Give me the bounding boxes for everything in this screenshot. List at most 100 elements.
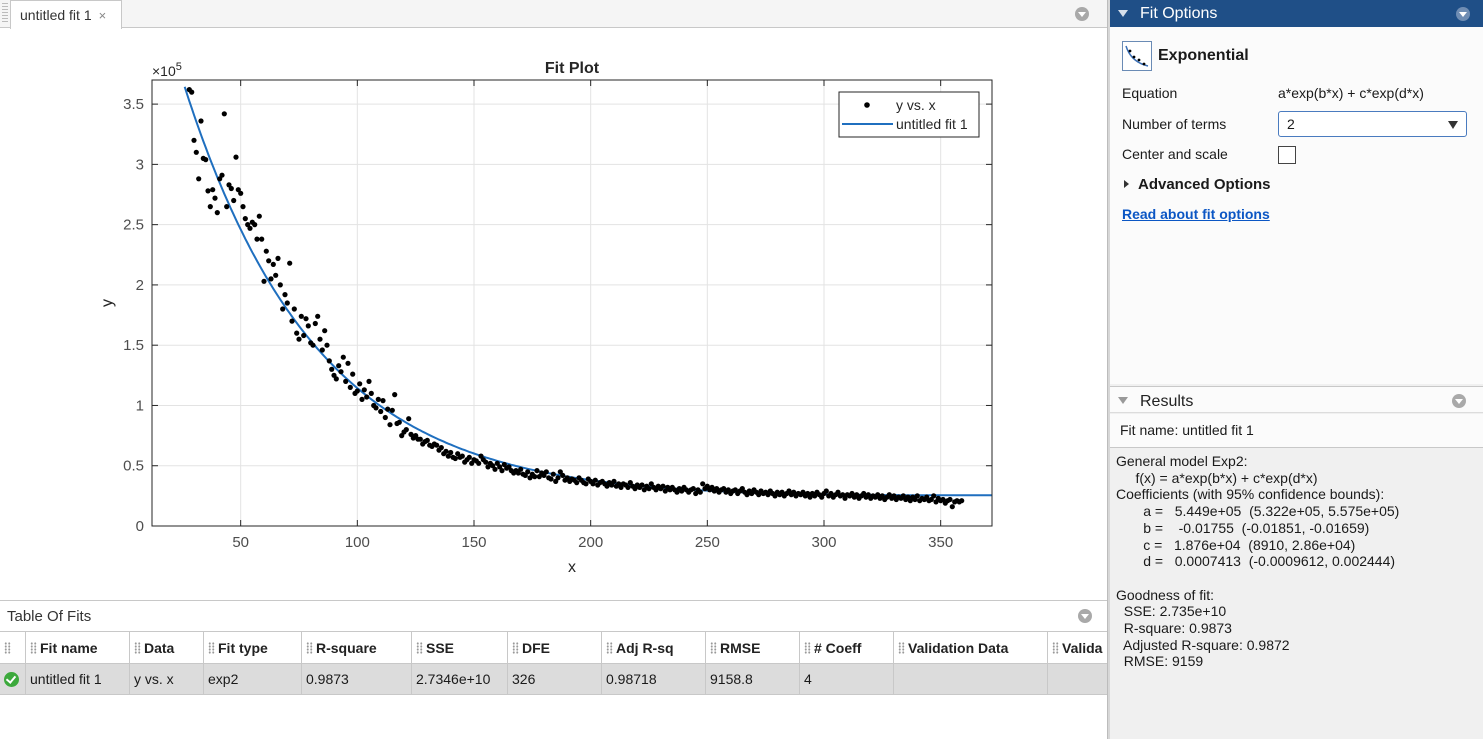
fit-curve xyxy=(183,86,993,497)
data-point xyxy=(329,366,335,372)
data-point xyxy=(296,336,302,342)
column-grip-icon[interactable] xyxy=(606,641,613,654)
y-exponent-base: ×10 xyxy=(152,63,176,79)
column-grip-icon[interactable] xyxy=(898,641,905,654)
results-header[interactable]: Results xyxy=(1110,386,1483,413)
data-point xyxy=(583,481,589,487)
fit-options-header[interactable]: Fit Options xyxy=(1110,0,1483,27)
cell-status[interactable] xyxy=(0,664,26,694)
data-point xyxy=(434,442,440,448)
column-grip-icon[interactable] xyxy=(134,641,141,654)
number-of-terms-select[interactable]: 2 xyxy=(1278,111,1467,137)
data-point xyxy=(289,318,295,324)
fit-options-menu-icon[interactable] xyxy=(1456,7,1470,21)
panel-splitter[interactable] xyxy=(1107,0,1110,739)
data-point xyxy=(387,422,393,428)
cell-r-square[interactable]: 0.9873 xyxy=(302,664,412,694)
legend-entry-data: y vs. x xyxy=(896,97,936,113)
column-header-sse[interactable]: SSE xyxy=(412,632,508,663)
collapse-triangle-icon[interactable] xyxy=(1118,397,1128,404)
data-point xyxy=(476,460,482,466)
table-menu-icon[interactable] xyxy=(1078,609,1092,623)
column-header-n-coeff[interactable]: # Coeff xyxy=(800,632,894,663)
cell-validation-extra[interactable] xyxy=(1048,664,1107,694)
column-header-dfe[interactable]: DFE xyxy=(508,632,602,663)
data-point xyxy=(700,481,706,487)
column-header-fit-name[interactable]: Fit name xyxy=(26,632,130,663)
cell-n-coeff[interactable]: 4 xyxy=(800,664,894,694)
column-grip-icon[interactable] xyxy=(416,641,423,654)
document-area: untitled fit 1 × 50 100 150 200 250 300 350 0 0.… xyxy=(0,0,1107,600)
exponential-fit-icon[interactable] xyxy=(1122,41,1152,71)
data-point xyxy=(212,195,218,201)
column-grip-icon[interactable] xyxy=(804,641,811,654)
data-point xyxy=(403,427,409,433)
data-point xyxy=(947,496,953,503)
data-point xyxy=(317,336,323,342)
close-icon[interactable]: × xyxy=(98,7,107,23)
column-grip-icon[interactable] xyxy=(710,641,717,654)
exponential-fit-glyph xyxy=(1125,45,1149,67)
center-scale-checkbox[interactable] xyxy=(1278,146,1296,164)
data-series xyxy=(186,87,965,510)
data-point xyxy=(312,320,318,327)
cell-rmse[interactable]: 9158.8 xyxy=(706,664,800,694)
cell-sse[interactable]: 2.7346e+10 xyxy=(412,664,508,694)
cell-fit-type[interactable]: exp2 xyxy=(204,664,302,694)
data-point xyxy=(959,498,965,504)
document-tab-strip: untitled fit 1 × xyxy=(0,0,1107,29)
column-header-r-square[interactable]: R-square xyxy=(302,632,412,663)
data-point xyxy=(574,480,580,486)
data-point xyxy=(219,172,225,178)
cell-fit-name[interactable]: untitled fit 1 xyxy=(26,664,130,694)
column-header-validation-data[interactable]: Validation Data xyxy=(894,632,1048,663)
tab-untitled-fit-1[interactable]: untitled fit 1 × xyxy=(10,0,122,29)
fit-type-name: Exponential xyxy=(1158,47,1249,64)
tab-grip-icon[interactable] xyxy=(2,3,8,23)
column-grip-icon[interactable] xyxy=(1052,641,1059,654)
y-tick-label: 2.5 xyxy=(123,217,144,234)
data-point xyxy=(231,197,237,204)
data-point xyxy=(532,474,538,480)
data-point xyxy=(625,484,631,490)
column-header-validation-extra[interactable]: Valida xyxy=(1048,632,1107,663)
results-menu-icon[interactable] xyxy=(1452,394,1466,408)
cell-validation-data[interactable] xyxy=(894,664,1048,694)
advanced-options-toggle[interactable]: Advanced Options xyxy=(1138,176,1271,193)
cell-adj-r-sq[interactable]: 0.98718 xyxy=(602,664,706,694)
document-menu-icon[interactable] xyxy=(1075,7,1089,21)
data-point xyxy=(240,204,246,210)
data-point xyxy=(499,468,505,474)
x-tick-label: 100 xyxy=(345,534,370,551)
column-header-label: Data xyxy=(144,639,175,656)
expand-triangle-icon[interactable] xyxy=(1124,180,1129,188)
column-grip-icon[interactable] xyxy=(30,641,37,654)
data-point xyxy=(263,248,269,254)
data-point xyxy=(210,187,216,193)
collapse-triangle-icon[interactable] xyxy=(1118,10,1128,17)
data-point xyxy=(364,394,370,400)
column-header-rmse[interactable]: RMSE xyxy=(706,632,800,663)
data-point xyxy=(368,390,374,396)
column-grip-icon[interactable] xyxy=(4,641,11,654)
plot-legend[interactable]: y vs. x untitled fit 1 xyxy=(838,91,980,138)
equation-value: a*exp(b*x) + c*exp(d*x) xyxy=(1278,85,1424,101)
column-header-status[interactable] xyxy=(0,632,26,663)
data-point xyxy=(207,204,213,210)
column-grip-icon[interactable] xyxy=(306,641,313,654)
results-fit-name: Fit name: untitled fit 1 xyxy=(1110,414,1483,448)
column-header-label: Valida xyxy=(1062,639,1103,656)
cell-data[interactable]: y vs. x xyxy=(130,664,204,694)
read-about-fit-options-link[interactable]: Read about fit options xyxy=(1122,206,1270,222)
data-point xyxy=(275,255,281,261)
data-point xyxy=(375,396,381,402)
column-header-data[interactable]: Data xyxy=(130,632,204,663)
column-header-adj-r-sq[interactable]: Adj R-sq xyxy=(602,632,706,663)
center-scale-label: Center and scale xyxy=(1122,146,1228,162)
column-grip-icon[interactable] xyxy=(512,641,519,654)
x-tick-label: 250 xyxy=(695,534,720,551)
cell-dfe[interactable]: 326 xyxy=(508,664,602,694)
column-header-fit-type[interactable]: Fit type xyxy=(204,632,302,663)
column-grip-icon[interactable] xyxy=(208,641,215,654)
